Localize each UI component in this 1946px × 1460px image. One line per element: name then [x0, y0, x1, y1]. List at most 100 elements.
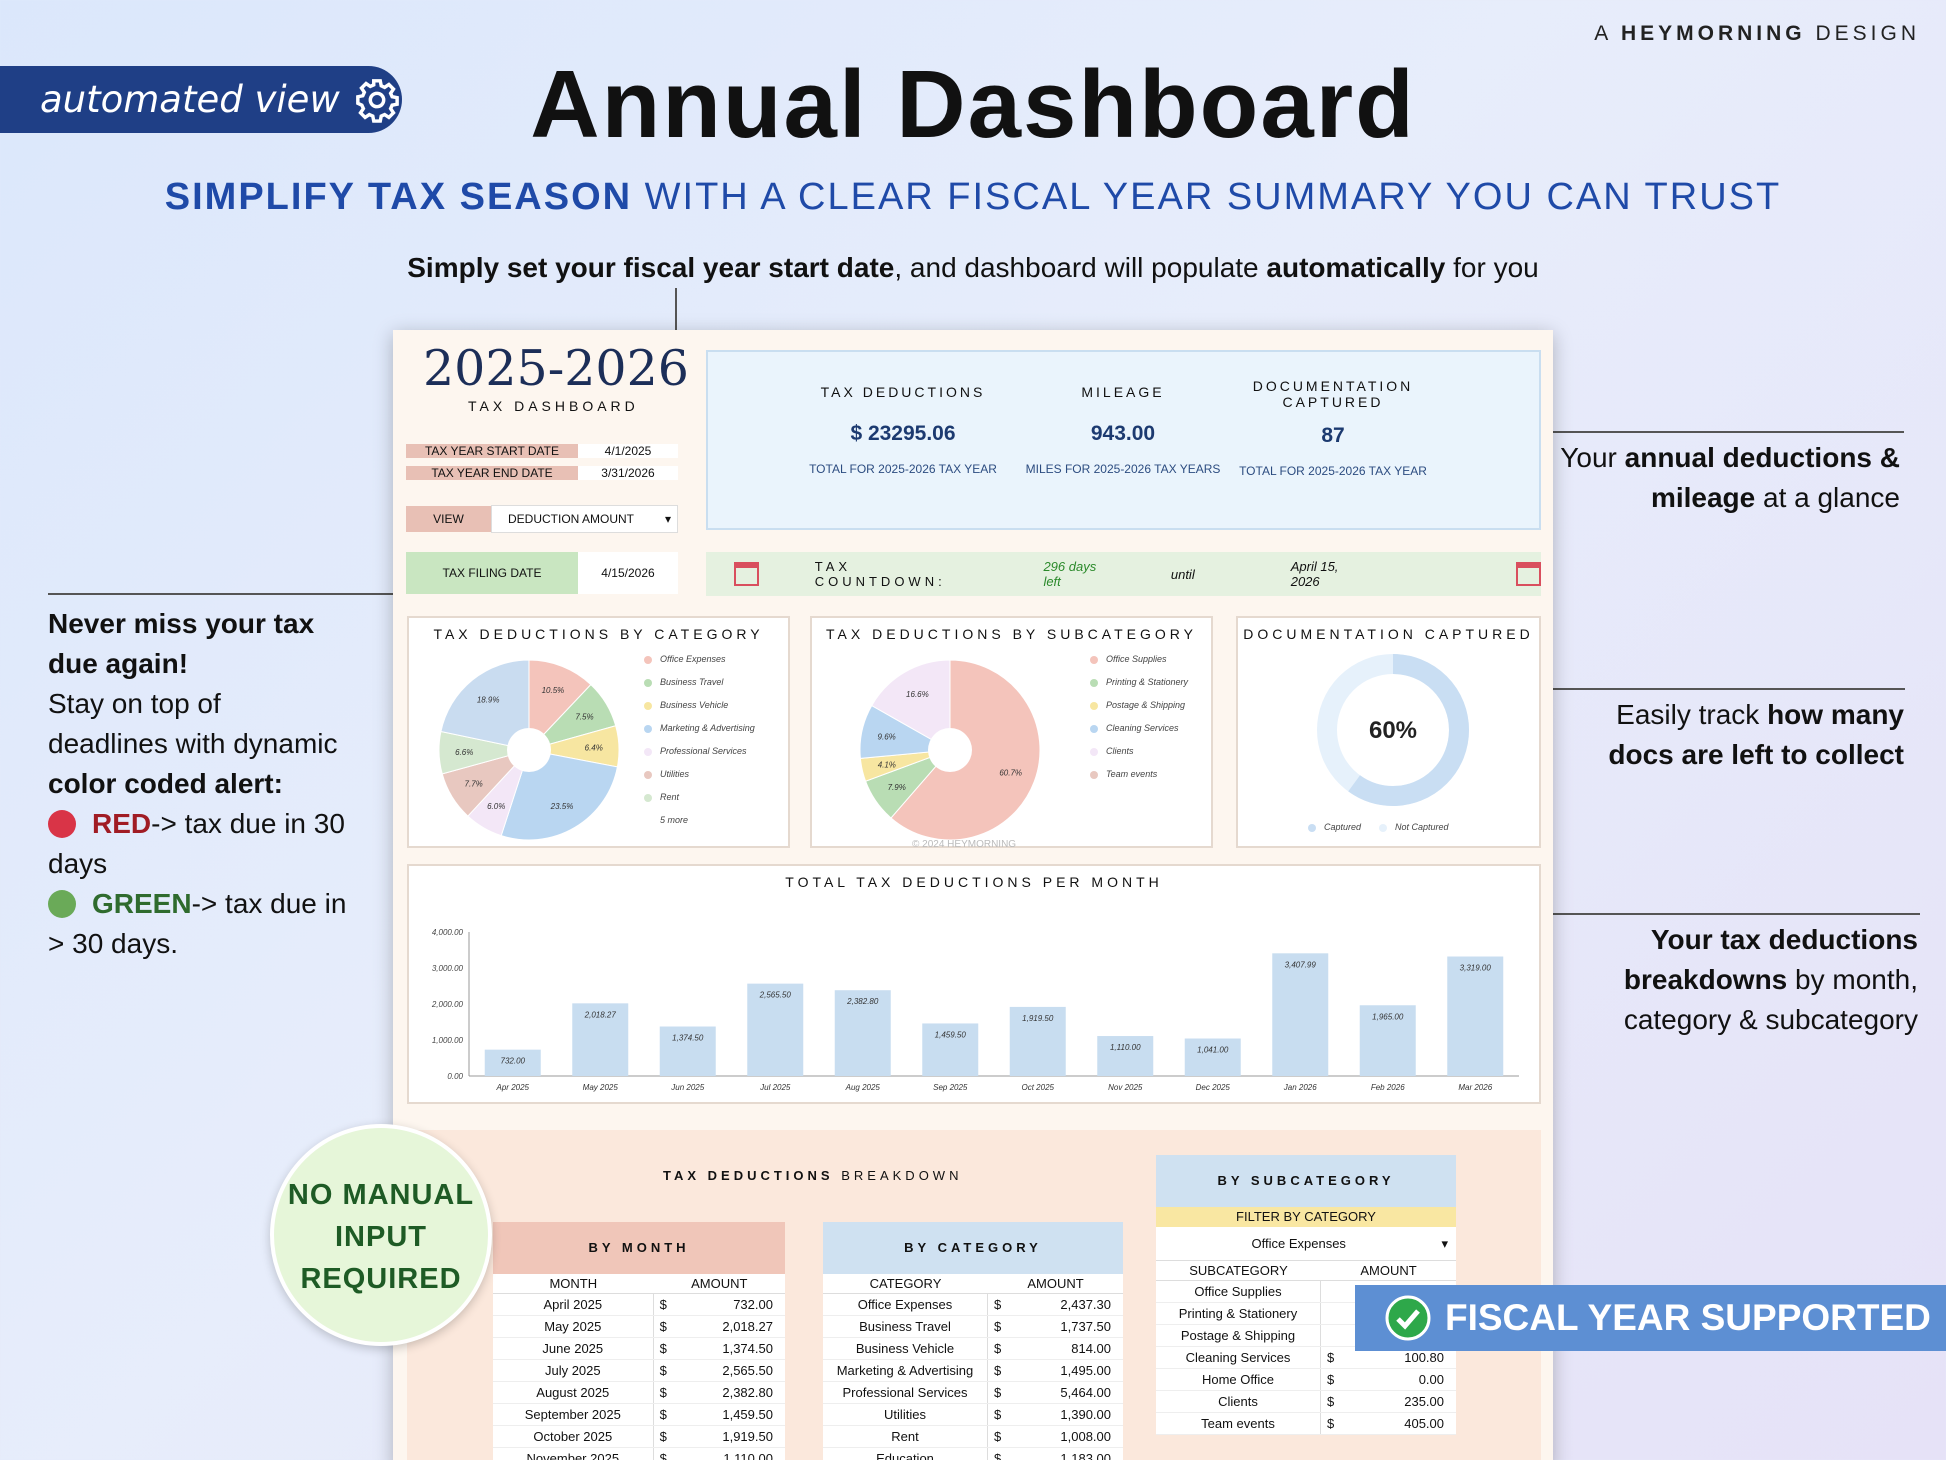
start-date-label: TAX YEAR START DATE: [406, 444, 578, 458]
stat-documentation: DOCUMENTATION CAPTURED 87 TOTAL FOR 2025-2…: [1239, 378, 1427, 478]
slice-label: 10.5%: [542, 686, 565, 695]
bar: [572, 1003, 629, 1076]
slice-label: 16.6%: [906, 690, 929, 699]
view-label: VIEW: [406, 506, 491, 532]
page-title: Annual Dashboard: [530, 51, 1416, 158]
slice-label: 60.7%: [999, 769, 1022, 778]
connector: [1300, 913, 1920, 915]
table-row: Clients $235.00: [1156, 1391, 1456, 1413]
countdown-days: 296 days left: [1043, 559, 1097, 589]
table-row: Cleaning Services $100.80: [1156, 1347, 1456, 1369]
x-tick-label: Sep 2025: [933, 1083, 968, 1092]
countdown-until: until: [1170, 566, 1195, 582]
note-docs: Easily track how many docs are left to c…: [1608, 699, 1904, 770]
bar-value-label: 732.00: [501, 1057, 526, 1066]
fiscal-year: 2025-2026: [423, 340, 689, 397]
table-row: July 2025 $2,565.50: [493, 1360, 785, 1382]
bar: [1009, 1006, 1066, 1076]
slice-label: 6.6%: [455, 748, 473, 757]
filter-select[interactable]: Office Expenses ▾: [1156, 1227, 1456, 1261]
date-settings: TAX YEAR START DATE 4/1/2025 TAX YEAR END…: [406, 440, 678, 484]
page-subtitle: SIMPLIFY TAX SEASON WITH A CLEAR FISCAL …: [164, 176, 1782, 218]
bar-value-label: 3,319.00: [1460, 964, 1492, 973]
table-header: MONTH AMOUNT: [493, 1274, 785, 1294]
bar-value-label: 1,374.50: [672, 1034, 704, 1043]
legend-item: Utilities: [644, 763, 755, 786]
filing-date-label: TAX FILING DATE: [406, 552, 578, 594]
table-row: November 2025 $1,110.00: [493, 1448, 785, 1460]
green-dot-icon: [48, 890, 76, 918]
table-row: Business Vehicle $814.00: [823, 1338, 1123, 1360]
chart-title: DOCUMENTATION CAPTURED: [1243, 626, 1534, 642]
x-tick-label: Jun 2025: [670, 1083, 704, 1092]
filing-date-input[interactable]: 4/15/2026: [578, 552, 678, 594]
y-tick-label: 2,000.00: [431, 1000, 464, 1009]
bar: [922, 1023, 979, 1076]
bar: [1097, 1036, 1154, 1076]
x-tick-label: Nov 2025: [1108, 1083, 1143, 1092]
legend-item: Not Captured: [1379, 816, 1449, 839]
bar-value-label: 1,110.00: [1110, 1043, 1141, 1052]
pie-slice: [528, 659, 592, 752]
bar-value-label: 2,018.27: [584, 1010, 617, 1019]
x-tick-label: Aug 2025: [845, 1083, 881, 1092]
view-select[interactable]: DEDUCTION AMOUNT ▾: [491, 505, 678, 533]
note-tax-due: Never miss your tax due again! Stay on t…: [48, 608, 347, 959]
bar-value-label: 1,965.00: [1372, 1012, 1404, 1021]
bar: [659, 1026, 716, 1076]
connector: [1487, 688, 1905, 690]
table-row: Office Expenses $2,437.30: [823, 1294, 1123, 1316]
stat-deductions: TAX DEDUCTIONS $ 23295.06 TOTAL FOR 2025-2…: [809, 384, 997, 476]
calendar-icon: [1516, 562, 1541, 586]
legend-item: Captured: [1308, 816, 1361, 839]
x-tick-label: Oct 2025: [1022, 1083, 1055, 1092]
fiscal-year-badge: FISCAL YEAR SUPPORTED: [1355, 1285, 1946, 1351]
bar: [1447, 956, 1504, 1076]
breakdown-title: TAX DEDUCTIONS BREAKDOWN: [663, 1168, 963, 1183]
table-row: September 2025 $1,459.50: [493, 1404, 785, 1426]
slice-label: 9.6%: [878, 732, 896, 741]
connector: [1444, 431, 1904, 433]
chevron-down-icon: ▾: [664, 512, 671, 526]
y-tick-label: 0.00: [447, 1072, 463, 1081]
table-row: Rent $1,008.00: [823, 1426, 1123, 1448]
table-row: Printing & Stationery: [1156, 1303, 1456, 1325]
table-row: Office Supplies: [1156, 1281, 1456, 1303]
bar-value-label: 1,041.00: [1197, 1046, 1229, 1055]
x-tick-label: Feb 2026: [1371, 1083, 1405, 1092]
monthly-bar-chart: 0.00 1,000.00 2,000.00 3,000.00 4,000.00 732.…: [431, 928, 1519, 1092]
check-circle-icon: [1385, 1295, 1431, 1341]
legend-item: Cleaning Services: [1090, 717, 1188, 740]
legend-item: Office Expenses: [644, 648, 755, 671]
bar: [484, 1049, 541, 1076]
x-tick-label: Apr 2025: [496, 1083, 530, 1092]
table-row: Education $1,183.00: [823, 1448, 1123, 1460]
end-date-label: TAX YEAR END DATE: [406, 466, 578, 480]
documentation-donut: 60%: [1317, 654, 1469, 806]
legend-item: Business Vehicle: [644, 694, 755, 717]
table-row: Professional Services $5,464.00: [823, 1382, 1123, 1404]
brand-credit: A HEYMORNING DESIGN: [1594, 22, 1920, 45]
pie-slice: [871, 659, 951, 751]
x-tick-label: Jan 2026: [1283, 1083, 1317, 1092]
countdown-label: TAX COUNTDOWN:: [814, 559, 946, 589]
chart-title: TAX DEDUCTIONS BY CATEGORY: [433, 626, 764, 642]
legend-item: Professional Services: [644, 740, 755, 763]
table-row: May 2025 $2,018.27: [493, 1316, 785, 1338]
start-date-input[interactable]: 4/1/2025: [578, 444, 678, 458]
view-select-row: VIEW DEDUCTION AMOUNT ▾: [406, 505, 678, 533]
slice-label: 4.1%: [878, 760, 896, 769]
bar-value-label: 2,565.50: [759, 991, 792, 1000]
slice-label: 6.4%: [585, 743, 603, 752]
bar: [834, 990, 891, 1076]
no-manual-input-badge: NO MANUAL INPUT REQUIRED: [270, 1124, 492, 1346]
category-pie: 10.5% 7.5% 6.4% 23.5% 6.0% 7.7% 6.6% 18.9%: [438, 659, 620, 841]
table-row: August 2025 $2,382.80: [493, 1382, 785, 1404]
slice-label: 23.5%: [550, 802, 574, 811]
table-row: Postage & Shipping: [1156, 1325, 1456, 1347]
legend-item: Marketing & Advertising: [644, 717, 755, 740]
slice-label: 6.0%: [487, 802, 505, 811]
table-row: Business Travel $1,737.50: [823, 1316, 1123, 1338]
x-tick-label: Jul 2025: [759, 1083, 791, 1092]
automated-view-label: automated view: [40, 78, 340, 121]
